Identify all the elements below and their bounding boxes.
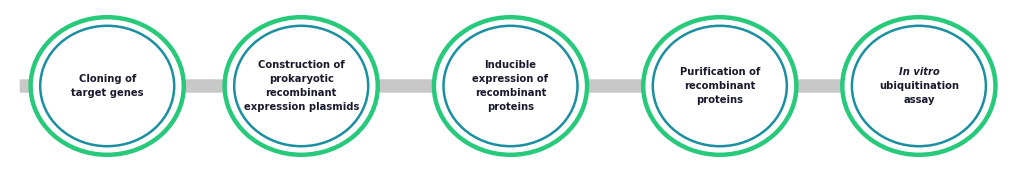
- Text: In vitro: In vitro: [898, 67, 939, 77]
- Text: Inducible: Inducible: [485, 60, 536, 70]
- Ellipse shape: [652, 26, 787, 146]
- Ellipse shape: [643, 17, 796, 155]
- Text: Purification of: Purification of: [680, 67, 760, 77]
- Text: expression of: expression of: [473, 74, 548, 84]
- Ellipse shape: [234, 26, 369, 146]
- Text: proteins: proteins: [487, 102, 534, 112]
- Text: assay: assay: [904, 95, 934, 105]
- Text: Cloning of: Cloning of: [79, 74, 136, 84]
- Text: target genes: target genes: [70, 88, 144, 98]
- Text: ubiquitination: ubiquitination: [879, 81, 959, 91]
- Ellipse shape: [842, 17, 995, 155]
- Text: proteins: proteins: [696, 95, 743, 105]
- Text: recombinant: recombinant: [684, 81, 756, 91]
- Ellipse shape: [434, 17, 587, 155]
- Text: Construction of: Construction of: [258, 60, 344, 70]
- Ellipse shape: [225, 17, 378, 155]
- Ellipse shape: [852, 26, 986, 146]
- Text: recombinant: recombinant: [265, 88, 337, 98]
- Ellipse shape: [443, 26, 578, 146]
- Text: expression plasmids: expression plasmids: [243, 102, 359, 112]
- Ellipse shape: [31, 17, 184, 155]
- Text: prokaryotic: prokaryotic: [269, 74, 334, 84]
- Ellipse shape: [40, 26, 175, 146]
- Text: recombinant: recombinant: [475, 88, 546, 98]
- FancyArrow shape: [20, 77, 972, 95]
